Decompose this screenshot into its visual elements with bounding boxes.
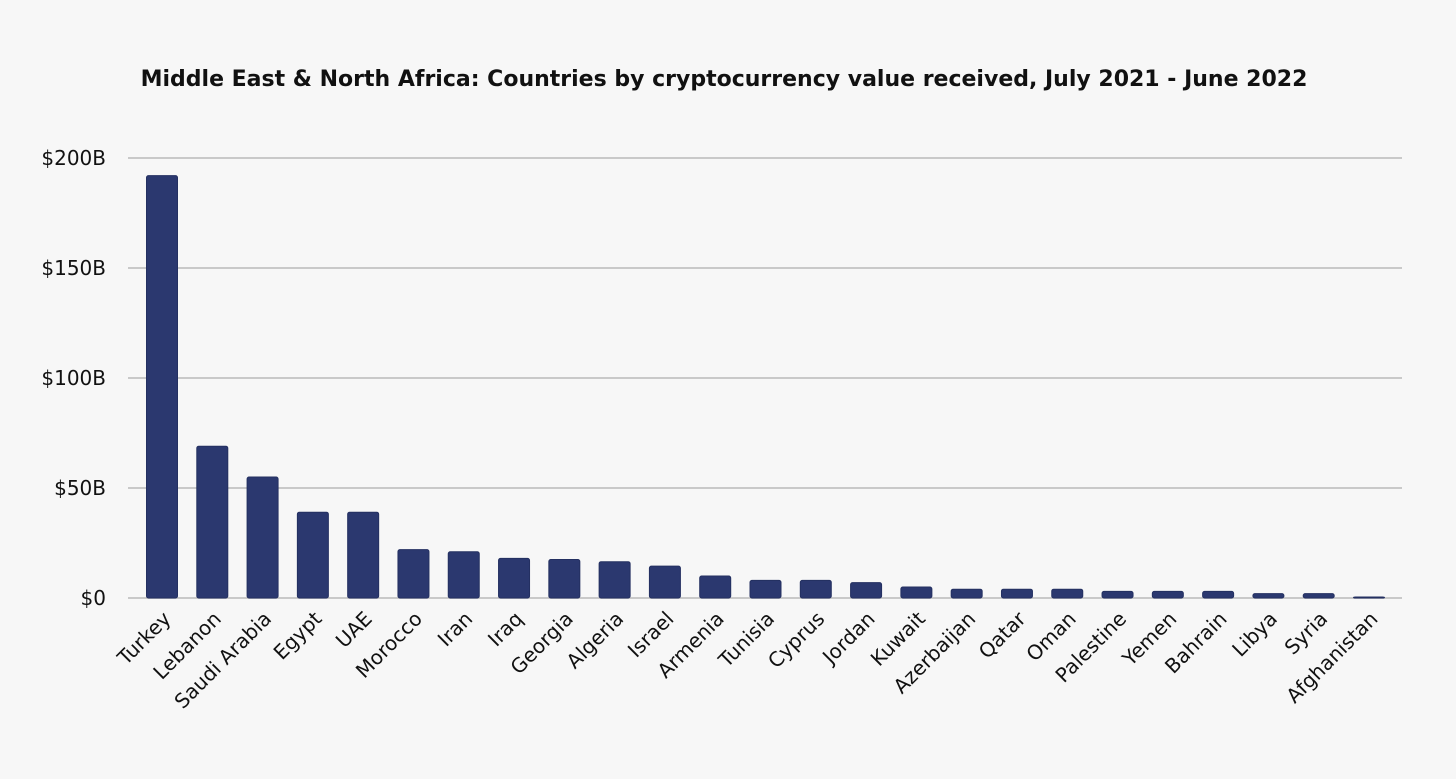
bar-morocco bbox=[397, 549, 430, 599]
y-tick-label: $50B bbox=[54, 476, 106, 500]
bar-uae bbox=[347, 511, 380, 599]
y-tick-label: $150B bbox=[41, 256, 106, 280]
y-tick-label: $200B bbox=[41, 146, 106, 170]
bar-qatar bbox=[1000, 588, 1033, 599]
bar-bahrain bbox=[1202, 590, 1235, 599]
x-tick-label: Libya bbox=[1227, 607, 1282, 662]
y-tick-label: $100B bbox=[41, 366, 106, 390]
bar-tunisia bbox=[749, 579, 782, 599]
y-tick-label: $0 bbox=[81, 586, 106, 610]
bar-jordan bbox=[850, 582, 883, 599]
bar-israel bbox=[648, 565, 681, 599]
bar-libya bbox=[1252, 593, 1285, 599]
bar-afghanistan bbox=[1353, 596, 1385, 599]
bar-algeria bbox=[598, 561, 631, 599]
x-tick-label: Iran bbox=[433, 607, 478, 652]
bar-azerbaijan bbox=[950, 588, 983, 599]
bar-armenia bbox=[699, 575, 732, 599]
bar-georgia bbox=[548, 559, 581, 599]
x-tick-label: Qatar bbox=[974, 606, 1031, 663]
bar-palestine bbox=[1101, 590, 1134, 599]
bar-lebanon bbox=[196, 445, 229, 599]
x-tick-label: Cyprus bbox=[763, 607, 829, 673]
bar-yemen bbox=[1151, 590, 1184, 599]
bar-oman bbox=[1051, 588, 1084, 599]
x-tick-label: Jordan bbox=[816, 607, 879, 670]
bar-iraq bbox=[498, 557, 531, 599]
x-tick-label: Egypt bbox=[269, 606, 327, 664]
bars bbox=[146, 175, 1385, 599]
bar-egypt bbox=[296, 511, 329, 599]
bar-kuwait bbox=[900, 586, 933, 599]
bar-syria bbox=[1302, 593, 1335, 599]
bar-turkey bbox=[146, 175, 178, 599]
y-axis-ticks: $0 $50B $100B $150B $200B bbox=[41, 146, 106, 610]
gridlines bbox=[128, 157, 1402, 599]
bar-iran bbox=[447, 551, 480, 599]
bar-cyprus bbox=[799, 579, 832, 599]
bar-saudi-arabia bbox=[246, 476, 279, 599]
chart-title: Middle East & North Africa: Countries by… bbox=[141, 67, 1308, 92]
x-tick-label: Algeria bbox=[561, 607, 628, 674]
x-tick-label: Iraq bbox=[483, 607, 528, 652]
